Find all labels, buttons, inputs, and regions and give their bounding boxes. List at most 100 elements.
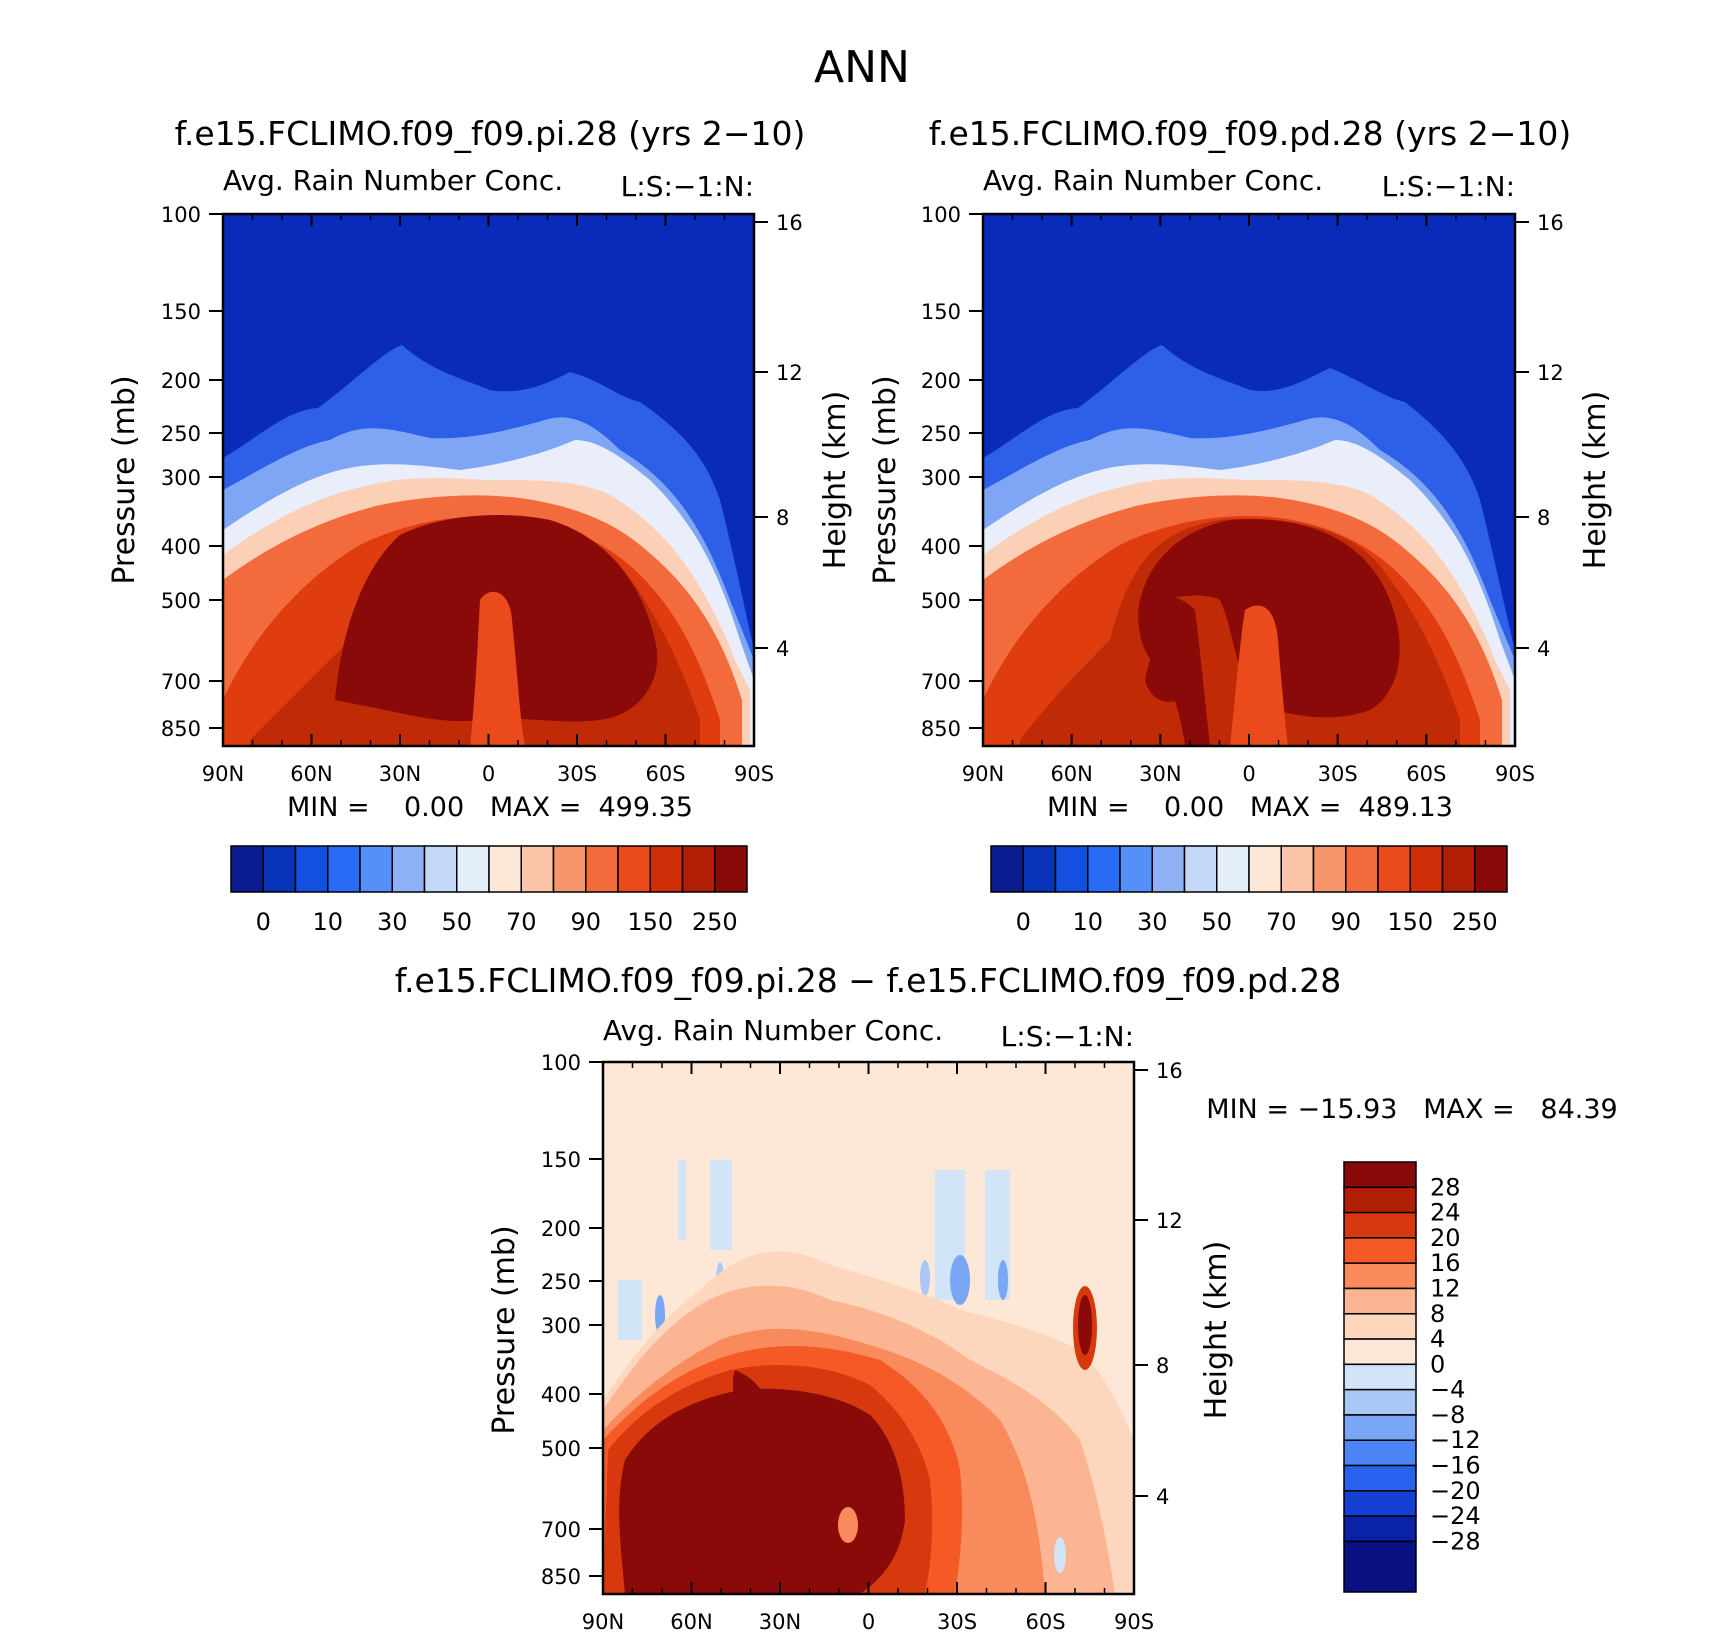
y-tick-label: 300 [161, 466, 201, 490]
y2-tick-label: 8 [776, 506, 789, 530]
y2-tick-label: 8 [1537, 506, 1550, 530]
colorbar-label: 16 [1430, 1249, 1461, 1277]
colorbar-label: −20 [1430, 1477, 1481, 1505]
y2-tick-label: 16 [1537, 211, 1564, 235]
y2-tick-label: 16 [1156, 1059, 1183, 1083]
colorbar-label: 4 [1430, 1325, 1445, 1353]
colorbar-swatch [1054, 845, 1089, 893]
x-tick-label: 30S [937, 1610, 977, 1633]
colorbar-swatch [552, 845, 587, 893]
x-tick-label: 90S [734, 762, 774, 786]
colorbar-swatch [1377, 845, 1411, 893]
y-tick-label: 500 [921, 589, 961, 613]
panel-pi: f.e15.FCLIMO.f09_f09.pi.28 (yrs 2−10) Av… [107, 114, 853, 936]
colorbar-label: −16 [1430, 1452, 1481, 1480]
colorbar-swatch [1280, 845, 1315, 893]
colorbar-label: −12 [1430, 1426, 1481, 1454]
x-tick-label: 90S [1114, 1610, 1154, 1633]
colorbar-label: 70 [1266, 908, 1297, 936]
y-tick-label: 250 [921, 422, 961, 446]
colorbar: 0 10 30 50 70 90 150 250 [990, 845, 1508, 936]
colorbar-label: 30 [377, 908, 408, 936]
x-tick-label: 90N [962, 762, 1004, 786]
colorbar-swatch [1183, 845, 1218, 893]
panel-title: f.e15.FCLIMO.f09_f09.pi.28 − f.e15.FCLIM… [395, 961, 1341, 1000]
colorbar-swatch [1343, 1388, 1417, 1416]
y-tick-label: 100 [921, 203, 961, 227]
y-tick-label: 400 [921, 535, 961, 559]
y-axis-right-label: Height (km) [1578, 391, 1613, 570]
x-tick-label: 60S [1406, 762, 1446, 786]
x-tick-label: 90N [582, 1610, 624, 1633]
colorbar-swatch [391, 845, 426, 893]
colorbar: 0 10 30 50 70 90 150 250 [230, 845, 748, 936]
x-tick-label: 30N [759, 1610, 801, 1633]
colorbar-label: −4 [1430, 1376, 1465, 1404]
colorbar-swatch [1248, 845, 1282, 893]
y-tick-label: 250 [161, 422, 201, 446]
colorbar-label: 8 [1430, 1300, 1445, 1328]
colorbar-swatch [1087, 845, 1121, 893]
y-axis-label: Pressure (mb) [487, 1225, 522, 1434]
colorbar-swatch [1343, 1313, 1417, 1340]
axes: 90N 60N 30N 0 30S 60S 90S 100 150 200 250 300 400 500… [921, 203, 1564, 786]
colorbar-swatch [1343, 1262, 1417, 1290]
axes: 90N 60N 30N 0 30S 60S 90S 100 150 200 250 300 400 500… [541, 1051, 1183, 1633]
x-tick-label: 60S [1025, 1610, 1065, 1633]
colorbar-swatch [262, 845, 297, 893]
x-tick-label: 30N [379, 762, 421, 786]
y2-tick-label: 12 [776, 361, 803, 385]
y-tick-label: 150 [541, 1148, 581, 1172]
x-tick-label: 0 [1242, 762, 1255, 786]
y2-tick-label: 4 [1156, 1485, 1169, 1509]
colorbar-label: 0 [1016, 908, 1031, 936]
y-tick-label: 850 [541, 1565, 581, 1589]
colorbar-label: 70 [506, 908, 537, 936]
axes: 90N 60N 30N 0 30S 60S 90S 100 150 200 250 300 400 500… [161, 203, 803, 786]
colorbar-label: 50 [441, 908, 472, 936]
colorbar-swatch [456, 845, 490, 893]
x-tick-label: 60N [290, 762, 332, 786]
y-tick-label: 700 [921, 670, 961, 694]
y2-tick-label: 8 [1156, 1354, 1169, 1378]
colorbar-swatch [585, 845, 619, 893]
colorbar-swatch [1343, 1287, 1417, 1315]
y2-tick-label: 4 [776, 637, 789, 661]
y2-tick-label: 4 [1537, 637, 1550, 661]
x-tick-label: 30S [557, 762, 597, 786]
colorbar-swatch [1343, 1186, 1417, 1214]
y-tick-label: 700 [161, 670, 201, 694]
x-tick-label: 0 [862, 1610, 875, 1633]
colorbar-swatch [520, 845, 555, 893]
panel-subtitle: Avg. Rain Number Conc. [223, 164, 563, 197]
stats-label: MIN = −15.93 MAX = 84.39 [1206, 1094, 1617, 1125]
colorbar-label: 150 [627, 908, 673, 936]
colorbar-swatch [1343, 1515, 1417, 1543]
colorbar-swatch [1343, 1439, 1417, 1467]
colorbar-swatch [1119, 845, 1153, 893]
colorbar-swatch [1474, 845, 1508, 893]
contour-field [983, 214, 1515, 746]
colorbar-label: 90 [570, 908, 601, 936]
colorbar-swatch [1216, 845, 1250, 893]
y-tick-label: 500 [161, 589, 201, 613]
colorbar-label: 150 [1387, 908, 1433, 936]
colorbar-label: 50 [1201, 908, 1232, 936]
y-axis-right-label: Height (km) [1199, 1241, 1234, 1420]
y-tick-label: 100 [161, 203, 201, 227]
colorbar-swatch [1343, 1237, 1417, 1264]
colorbar-label: 0 [256, 908, 271, 936]
colorbar-label: 90 [1330, 908, 1361, 936]
x-tick-label: 60N [1050, 762, 1092, 786]
x-tick-label: 90S [1495, 762, 1535, 786]
colorbar-swatch [1343, 1414, 1417, 1441]
x-tick-label: 90N [202, 762, 244, 786]
y-tick-label: 150 [921, 300, 961, 324]
colorbar-label: −8 [1430, 1401, 1465, 1429]
y-tick-label: 850 [921, 717, 961, 741]
y-tick-label: 850 [161, 717, 201, 741]
x-tick-label: 60S [645, 762, 685, 786]
colorbar-label: 30 [1137, 908, 1168, 936]
